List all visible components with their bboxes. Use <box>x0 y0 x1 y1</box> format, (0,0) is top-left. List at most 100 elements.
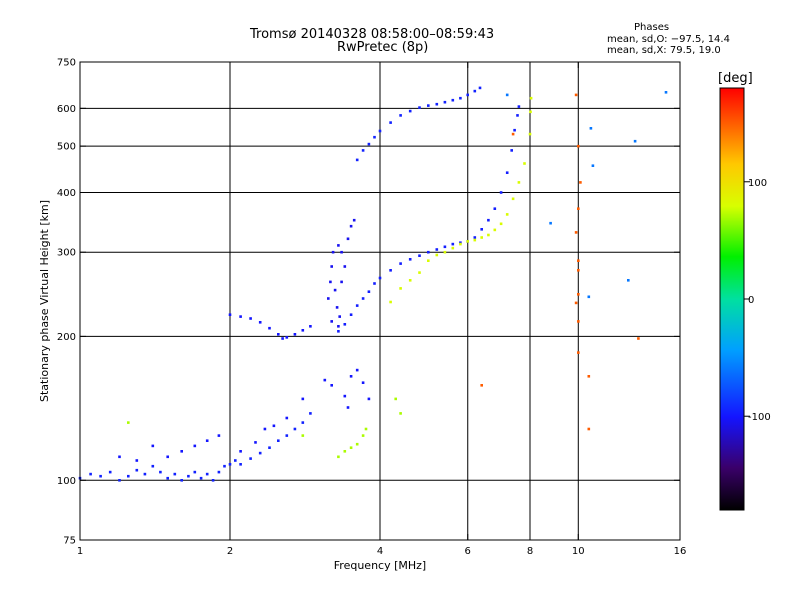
echo-point <box>327 297 330 300</box>
echo-point <box>187 474 190 478</box>
echo-point <box>399 262 402 265</box>
echo-point <box>378 129 382 133</box>
echo-series <box>78 412 312 482</box>
echo-point <box>239 315 242 318</box>
echo-point <box>408 279 412 282</box>
echo-point <box>239 463 242 466</box>
echo-point <box>523 162 526 165</box>
echo-point <box>459 242 462 246</box>
echo-series <box>480 93 640 431</box>
echo-point <box>293 427 297 431</box>
echo-point <box>427 250 430 254</box>
echo-point <box>343 394 347 398</box>
echo-point <box>399 287 402 290</box>
echo-point <box>574 231 578 234</box>
echo-point <box>427 104 430 107</box>
y-tick-label: 200 <box>57 332 76 343</box>
x-axis-label: Frequency [MHz] <box>334 559 426 572</box>
echo-point <box>577 259 580 262</box>
echo-point <box>451 242 455 246</box>
echo-point <box>151 464 155 468</box>
echo-point <box>577 351 580 354</box>
x-tick-label: 8 <box>527 546 533 557</box>
echo-point <box>493 207 497 210</box>
echo-series <box>389 96 533 304</box>
echo-point <box>529 110 532 114</box>
echo-point <box>223 464 226 468</box>
echo-point <box>408 258 412 261</box>
echo-series <box>228 313 312 340</box>
echo-point <box>349 375 353 378</box>
echo-point <box>473 238 477 242</box>
echo-point <box>151 444 155 448</box>
x-tick-label: 6 <box>465 546 471 557</box>
echo-point <box>127 421 130 424</box>
echo-point <box>451 246 455 250</box>
echo-point <box>285 434 289 437</box>
echo-point <box>408 109 412 113</box>
chart-subtitle: RwPretec (8p) <box>337 40 429 55</box>
echo-point <box>637 337 640 340</box>
echo-point <box>323 378 327 382</box>
echo-point <box>480 384 483 387</box>
echo-point <box>487 218 490 222</box>
echo-point <box>281 337 284 340</box>
echo-series <box>337 105 521 333</box>
echo-point <box>435 253 439 257</box>
echo-point <box>511 197 515 201</box>
echo-point <box>579 181 582 184</box>
echo-point <box>338 315 341 318</box>
echo-point <box>166 476 169 480</box>
echo-point <box>577 144 580 148</box>
echo-point <box>249 317 252 320</box>
echo-point <box>108 470 112 474</box>
echo-point <box>193 470 197 474</box>
echo-point <box>355 368 359 372</box>
echo-point <box>418 254 421 257</box>
echo-point <box>478 86 482 90</box>
echo-point <box>367 290 371 293</box>
echo-point <box>435 102 439 106</box>
echo-point <box>627 279 630 282</box>
y-axis-label: Stationary phase Virtual Height [km] <box>38 200 51 402</box>
echo-point <box>459 241 462 244</box>
x-tick-label: 2 <box>227 546 233 557</box>
echo-point <box>301 397 305 401</box>
echo-point <box>118 479 121 482</box>
echo-point <box>361 434 365 437</box>
echo-point <box>205 439 209 442</box>
echo-point <box>343 323 347 326</box>
echo-point <box>330 265 333 268</box>
echo-point <box>528 132 532 136</box>
echo-point <box>517 181 521 184</box>
echo-point <box>301 329 305 332</box>
echo-point <box>330 384 333 387</box>
echo-point <box>173 472 177 476</box>
echo-point <box>435 248 439 251</box>
colorbar: [deg] 100 0 -100 <box>718 71 771 511</box>
echo-point <box>180 450 183 453</box>
echo-point <box>349 446 353 449</box>
echo-point <box>258 321 262 324</box>
echo-point <box>268 446 271 449</box>
echo-point <box>118 455 121 459</box>
echo-point <box>337 455 340 459</box>
echo-point <box>364 427 368 431</box>
y-tick-label: 100 <box>57 476 76 487</box>
echo-point <box>234 459 237 462</box>
colorbar-label: [deg] <box>718 71 753 86</box>
y-tick-label: 750 <box>57 58 76 69</box>
x-tick-label: 4 <box>377 546 383 557</box>
echo-point <box>285 336 289 339</box>
echo-point <box>285 416 289 420</box>
echo-point <box>228 313 232 316</box>
echo-point <box>346 406 350 409</box>
echo-point <box>333 288 337 292</box>
echo-point <box>367 142 371 146</box>
echo-point <box>577 320 580 323</box>
echo-point <box>89 472 92 476</box>
echo-point <box>378 276 382 280</box>
echo-point <box>589 127 593 130</box>
